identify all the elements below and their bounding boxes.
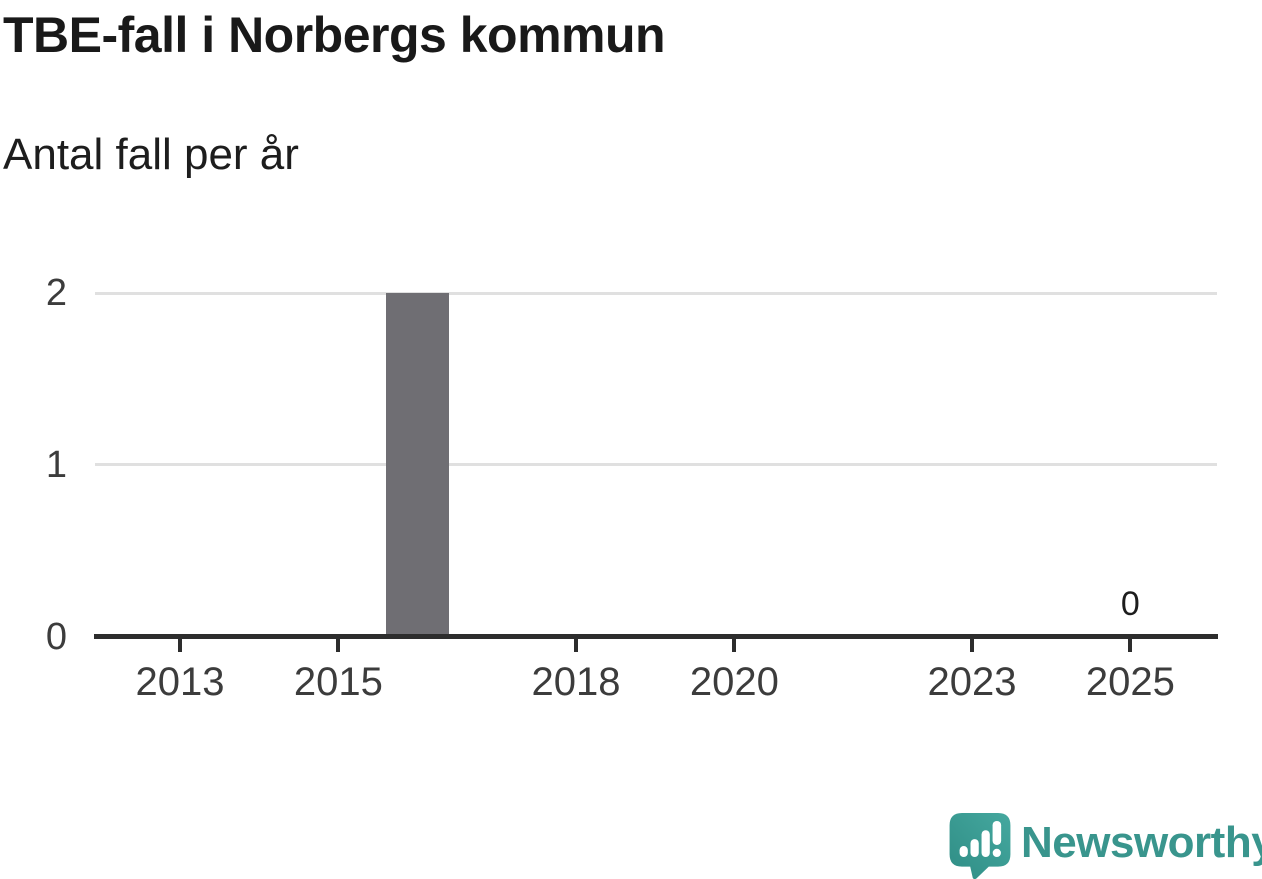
x-tick-mark-2023 — [970, 639, 974, 652]
chart-bar-medium — [970, 839, 979, 858]
chart-bar-large — [981, 830, 990, 858]
newsworthy-icon — [949, 813, 1011, 879]
annotation-2025: 0 — [1120, 585, 1140, 623]
chart-bar-small — [959, 846, 968, 858]
x-tick-label-2025: 2025 — [1085, 660, 1175, 704]
exclamation-bar — [992, 820, 1002, 845]
chart-title: TBE-fall i Norbergs kommun — [3, 7, 666, 63]
y-tick-label-1: 1 — [45, 443, 67, 486]
x-tick-mark-2013 — [178, 639, 182, 652]
x-tick-label-2015: 2015 — [293, 660, 383, 704]
newsworthy-logo: Newsworthy — [949, 813, 1262, 879]
newsworthy-wordmark: Newsworthy — [1021, 818, 1262, 867]
x-tick-label-2013: 2013 — [135, 660, 225, 704]
x-tick-label-2018: 2018 — [531, 660, 621, 704]
x-tick-mark-2015 — [336, 639, 341, 652]
bar-2016 — [386, 293, 450, 634]
gridline-y-2 — [95, 291, 1217, 295]
x-tick-mark-2020 — [732, 639, 737, 652]
x-tick-label-2020: 2020 — [689, 660, 779, 704]
x-tick-mark-2025 — [1128, 639, 1133, 652]
x-tick-mark-2018 — [574, 639, 578, 652]
x-tick-label-2023: 2023 — [927, 660, 1017, 704]
chart-subtitle: Antal fall per år — [3, 130, 299, 179]
exclamation-dot — [992, 848, 1001, 858]
y-tick-label-2: 2 — [45, 272, 67, 315]
y-tick-label-0: 0 — [45, 615, 67, 658]
speech-bubble-shape — [949, 813, 1011, 879]
x-axis-line — [94, 634, 1218, 639]
gridline-y-1 — [95, 463, 1217, 467]
